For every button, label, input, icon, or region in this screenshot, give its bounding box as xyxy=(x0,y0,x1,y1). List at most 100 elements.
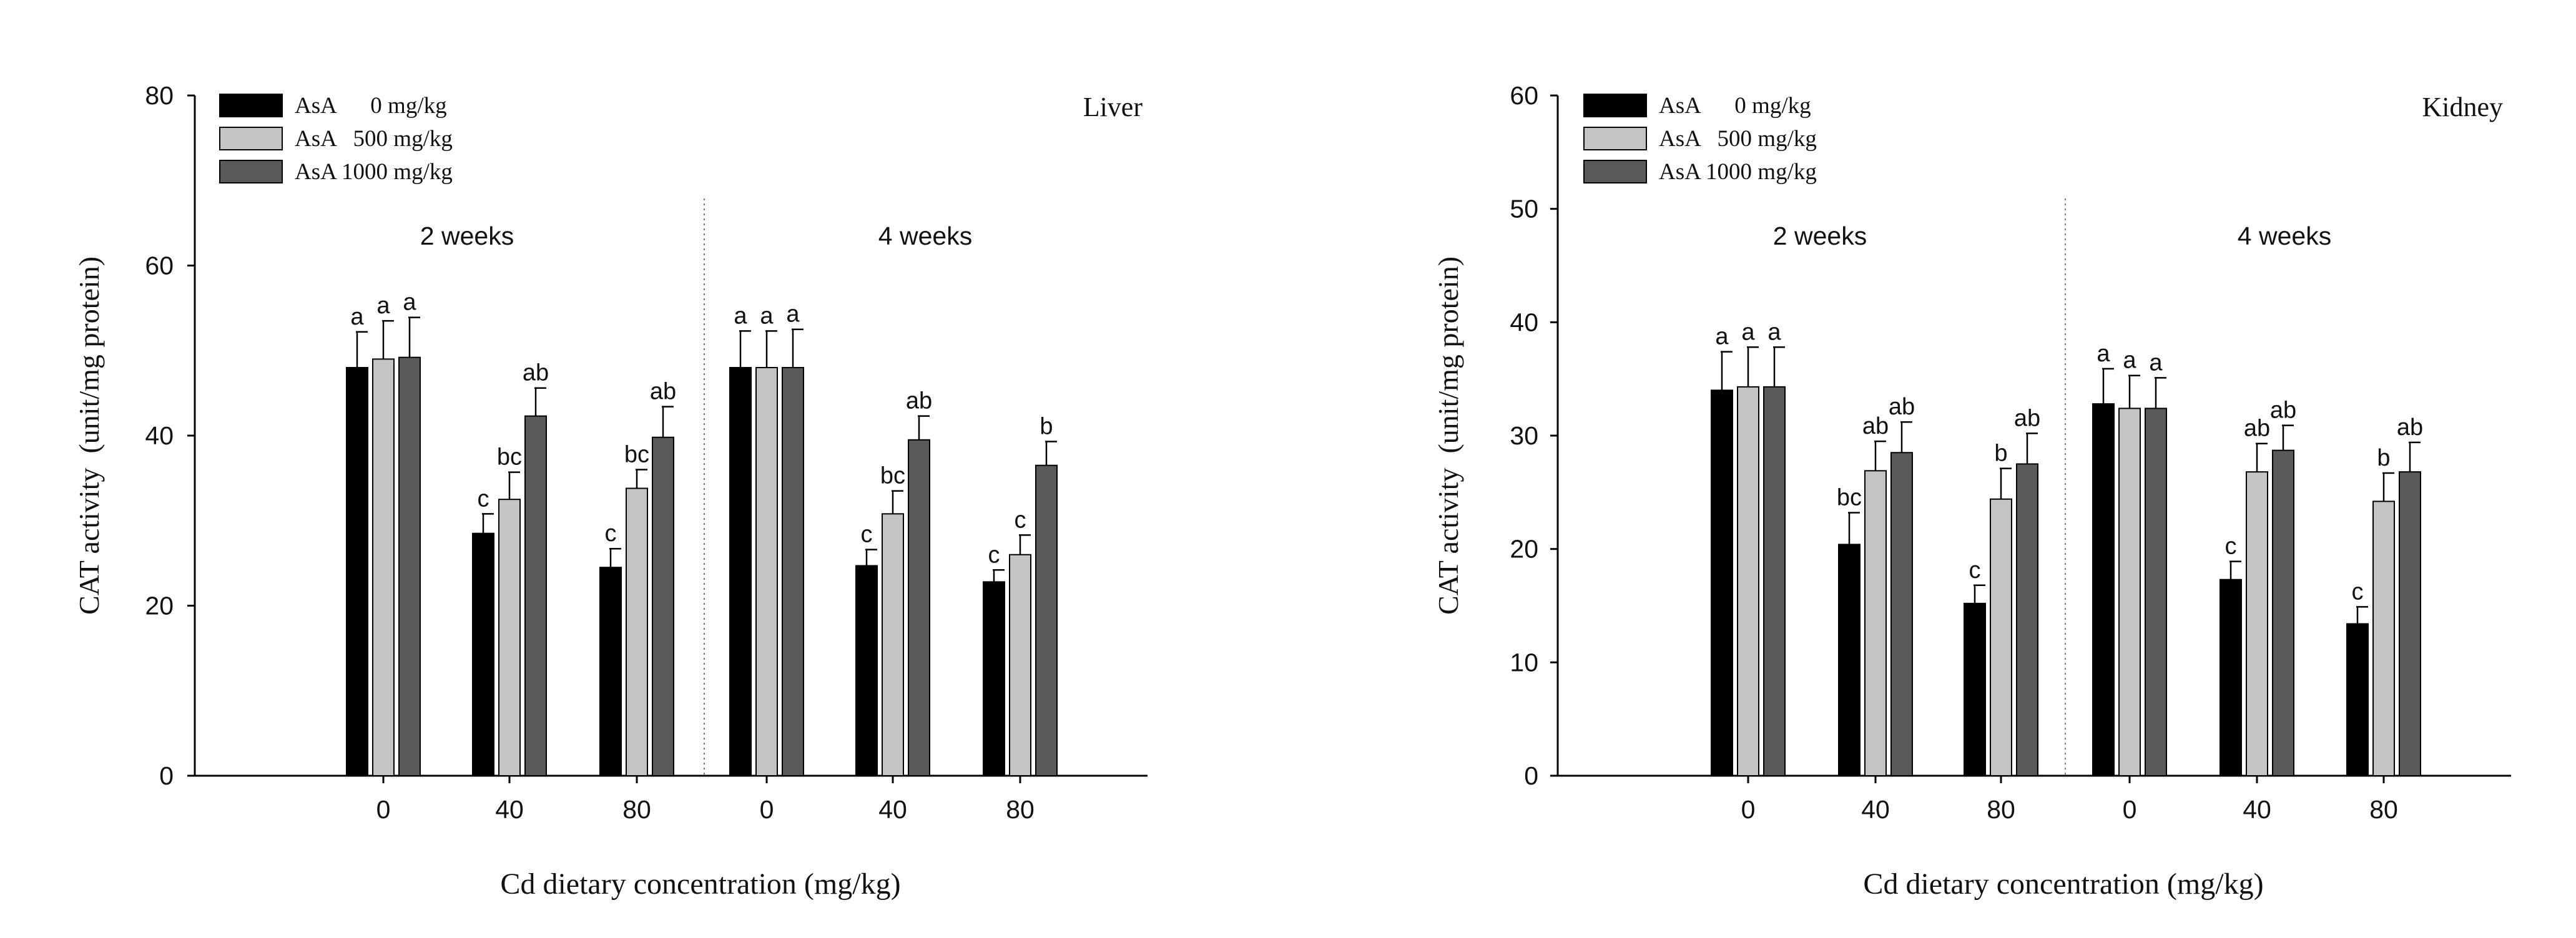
x-axis-title: Cd dietary concentration (mg/kg) xyxy=(1863,867,2263,901)
significance-letter: ab xyxy=(523,360,549,386)
significance-letter: c xyxy=(861,522,873,548)
x-tick-label: 0 xyxy=(2123,795,2137,824)
legend-swatch xyxy=(1583,127,1647,150)
bar xyxy=(1964,602,1986,776)
significance-letter: a xyxy=(2123,348,2136,374)
significance-letter: a xyxy=(350,304,364,330)
period-label: 4 weeks xyxy=(878,222,972,250)
significance-letter: c xyxy=(2352,579,2364,605)
bar xyxy=(1737,386,1759,776)
bar xyxy=(1711,389,1733,776)
x-axis-title: Cd dietary concentration (mg/kg) xyxy=(500,867,900,901)
bar xyxy=(652,436,674,776)
bar xyxy=(2272,449,2294,776)
bar xyxy=(2372,501,2395,776)
x-tick-label: 80 xyxy=(2369,795,2398,824)
panel-label: Kidney xyxy=(2422,92,2503,122)
y-axis-title: CAT activity (unit/mg protein) xyxy=(1432,256,1464,615)
significance-letter: a xyxy=(403,290,416,316)
y-tick-label: 0 xyxy=(1524,761,1538,790)
bar xyxy=(729,367,752,776)
bar xyxy=(1009,554,1031,776)
significance-letter: ab xyxy=(906,388,932,414)
significance-letter: ab xyxy=(650,379,676,405)
significance-letter: ab xyxy=(2397,414,2423,441)
bar xyxy=(472,532,494,776)
legend-label: AsA 500 mg/kg xyxy=(1659,126,1817,152)
significance-letter: ab xyxy=(2244,416,2270,442)
x-tick-label: 80 xyxy=(1987,795,2015,824)
significance-letter: b xyxy=(1994,441,2007,467)
period-label: 2 weeks xyxy=(420,222,514,250)
significance-letter: a xyxy=(786,301,800,328)
bar xyxy=(2399,471,2421,777)
bar xyxy=(2346,623,2369,776)
panel-label: Liver xyxy=(1083,92,1143,122)
bar xyxy=(346,367,368,776)
significance-letter: a xyxy=(1715,324,1729,350)
bar xyxy=(599,567,622,776)
x-tick-label: 40 xyxy=(1861,795,1890,824)
y-tick-label: 50 xyxy=(1510,195,1538,223)
x-tick-label: 40 xyxy=(495,795,524,824)
bar xyxy=(2118,408,2141,776)
significance-letter: bc xyxy=(1837,485,1862,511)
bar xyxy=(1990,498,2012,776)
period-label: 2 weeks xyxy=(1773,222,1867,250)
significance-letter: a xyxy=(1767,319,1781,345)
significance-letter: bc xyxy=(497,444,522,471)
significance-letter: b xyxy=(2377,445,2390,471)
bar xyxy=(2220,579,2242,776)
legend-swatch xyxy=(219,94,283,117)
y-tick-label: 40 xyxy=(145,421,174,450)
significance-letter: c xyxy=(2225,534,2237,560)
bar xyxy=(372,358,395,776)
significance-letter: ab xyxy=(2270,398,2296,424)
y-tick-label: 20 xyxy=(145,592,174,620)
x-tick-label: 80 xyxy=(1006,795,1035,824)
x-tick-label: 0 xyxy=(760,795,774,824)
legend-label: AsA 500 mg/kg xyxy=(295,126,453,152)
x-tick-label: 0 xyxy=(1741,795,1756,824)
significance-letter: a xyxy=(1741,319,1755,345)
significance-letter: ab xyxy=(1862,413,1889,439)
legend-label: AsA 1000 mg/kg xyxy=(1659,159,1817,185)
significance-letter: a xyxy=(376,293,390,319)
significance-letter: a xyxy=(2097,341,2110,367)
legend-label: AsA 1000 mg/kg xyxy=(295,159,453,185)
y-tick-label: 20 xyxy=(1510,535,1538,564)
significance-letter: b xyxy=(1040,414,1053,440)
significance-letter: c xyxy=(1015,507,1026,533)
bar xyxy=(2145,408,2167,776)
bar xyxy=(398,356,421,776)
x-tick-label: 40 xyxy=(2243,795,2271,824)
bar xyxy=(782,367,804,776)
legend-label: AsA 0 mg/kg xyxy=(295,93,447,119)
bar xyxy=(1763,386,1786,776)
bar xyxy=(498,499,521,776)
bar xyxy=(882,513,904,776)
significance-letter: a xyxy=(734,303,747,329)
y-tick-label: 40 xyxy=(1510,308,1538,336)
bar xyxy=(983,581,1005,776)
bar xyxy=(1838,544,1861,777)
legend-swatch xyxy=(1583,160,1647,183)
x-tick-label: 40 xyxy=(878,795,907,824)
bar xyxy=(1890,452,1913,776)
significance-letter: ab xyxy=(1889,394,1915,420)
significance-letter: a xyxy=(760,303,774,329)
bar xyxy=(524,415,547,776)
x-tick-label: 80 xyxy=(622,795,651,824)
bar xyxy=(908,439,930,776)
legend-swatch xyxy=(1583,94,1647,117)
y-tick-label: 80 xyxy=(145,81,174,110)
y-tick-label: 60 xyxy=(145,252,174,280)
y-tick-label: 10 xyxy=(1510,648,1538,677)
x-tick-label: 0 xyxy=(376,795,391,824)
legend-label: AsA 0 mg/kg xyxy=(1659,93,1811,119)
bar xyxy=(1864,470,1887,776)
significance-letter: c xyxy=(988,542,1000,568)
significance-letter: c xyxy=(605,520,617,547)
